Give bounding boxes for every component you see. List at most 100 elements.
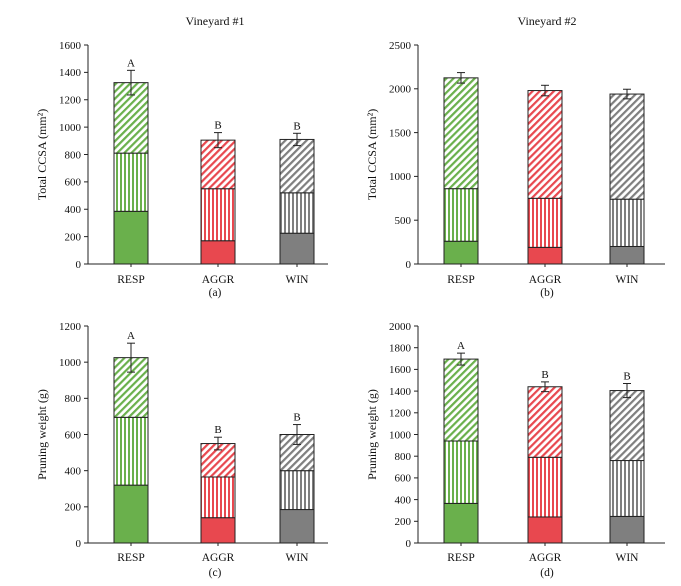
bar-segment-win-2 [609, 460, 645, 517]
bar-segment-aggr-2 [527, 456, 563, 518]
significance-letter: B [293, 412, 300, 424]
bar-segment-win-3 [609, 93, 645, 200]
bar-segment-aggr-2 [200, 188, 236, 242]
bar-segment-aggr-2 [527, 197, 563, 248]
y-tick-label: 1800 [389, 343, 412, 355]
y-tick-label: 2000 [389, 321, 412, 333]
y-tick-label: 200 [65, 231, 82, 243]
error-bar [127, 342, 135, 373]
error-bar [623, 383, 631, 399]
y-tick-label: 200 [395, 516, 412, 528]
y-axis-label: Pruning weight (g) [35, 389, 49, 480]
y-tick-label: 800 [65, 393, 82, 405]
bar-segment-win-1 [609, 245, 645, 265]
y-tick-label: 500 [395, 215, 412, 227]
bar-segment-aggr-3 [527, 386, 563, 458]
y-axis-label: Total CCSA (mm²) [35, 109, 49, 200]
x-tick-label: WIN [286, 274, 310, 286]
chart-panel-3: 0 200 400 600 800 1000 1200 Pruning weight (g) A… [35, 321, 328, 579]
bar-segment-resp-1 [113, 210, 149, 265]
chart-panel-1: Vineyard #1 0 200 400 600 800 1000 1200 1400 1600… [35, 14, 328, 299]
bar-segment-resp-1 [443, 502, 479, 544]
bar-segment-aggr-3 [527, 90, 563, 199]
significance-letter: B [214, 120, 221, 132]
significance-letter: A [457, 340, 465, 352]
bar-segment-win-3 [609, 390, 645, 462]
significance-letter: B [293, 120, 300, 132]
bar-segment-aggr-1 [200, 240, 236, 265]
x-tick-label: AGGR [529, 552, 562, 564]
bar-segment-win-1 [279, 509, 315, 544]
panel-label: (c) [209, 567, 222, 579]
bar-segment-aggr-1 [527, 246, 563, 265]
error-bar [214, 436, 222, 451]
error-bar [541, 84, 549, 97]
y-axis-label: Total CCSA (mm²) [365, 109, 379, 200]
y-tick-label: 1500 [389, 127, 412, 139]
y-tick-label: 0 [76, 538, 82, 550]
y-tick-label: 800 [65, 149, 82, 161]
y-tick-label: 200 [65, 502, 82, 514]
significance-letter: B [214, 424, 221, 436]
y-tick-label: 800 [395, 451, 412, 463]
bar-segment-win-1 [279, 232, 315, 265]
x-tick-label: AGGR [202, 274, 235, 286]
y-tick-label: 1000 [389, 171, 412, 183]
y-tick-label: 2500 [389, 40, 412, 52]
y-tick-label: 1000 [59, 122, 82, 134]
bar-segment-win-1 [609, 515, 645, 544]
y-tick-label: 0 [406, 259, 412, 271]
y-tick-label: 400 [65, 465, 82, 477]
bar-segment-aggr-1 [527, 516, 563, 544]
bar-segment-win-3 [279, 138, 315, 194]
bar-segment-resp-1 [113, 484, 149, 544]
y-tick-label: 400 [395, 494, 412, 506]
x-tick-label: WIN [616, 274, 640, 286]
y-tick-label: 600 [65, 429, 82, 441]
bar-segment-resp-2 [113, 152, 149, 212]
error-bar [214, 132, 222, 149]
x-tick-label: WIN [616, 552, 640, 564]
error-bar [623, 88, 631, 100]
y-tick-label: 1400 [59, 67, 82, 79]
y-tick-label: 0 [76, 259, 82, 271]
x-tick-label: WIN [286, 552, 310, 564]
error-bar [457, 72, 465, 84]
significance-letter: B [623, 371, 630, 383]
error-bar [293, 132, 301, 147]
panel-label: (d) [540, 567, 554, 579]
x-tick-label: RESP [447, 274, 475, 286]
x-tick-label: RESP [447, 552, 475, 564]
significance-letter: B [541, 369, 548, 381]
bar-segment-resp-2 [443, 440, 479, 504]
bar-segment-resp-3 [443, 77, 479, 190]
y-tick-label: 1600 [389, 364, 412, 376]
x-tick-label: AGGR [529, 274, 562, 286]
y-tick-label: 1200 [59, 321, 82, 333]
x-tick-label: RESP [117, 274, 145, 286]
chart-title: Vineyard #2 [518, 14, 577, 28]
panel-label: (a) [209, 287, 222, 299]
y-tick-label: 2000 [389, 84, 412, 96]
y-axis-label: Pruning weight (g) [365, 389, 379, 480]
y-tick-label: 1600 [59, 40, 82, 52]
chart-panel-4: 0 200 400 600 800 1000 1200 1400 1600 1800 2000 Pru… [365, 321, 665, 579]
bar-segment-win-2 [279, 192, 315, 234]
bar-segment-resp-2 [113, 416, 149, 486]
error-bar [457, 352, 465, 366]
y-tick-label: 1000 [389, 429, 412, 441]
chart-panel-2: Vineyard #2 0 500 1000 1500 2000 2500 Total CCS… [365, 14, 665, 299]
panel-label: (b) [540, 287, 554, 299]
error-bar [127, 69, 135, 96]
y-tick-label: 400 [65, 204, 82, 216]
y-tick-label: 1000 [59, 357, 82, 369]
significance-letter: A [127, 57, 135, 69]
bar-segment-aggr-2 [200, 476, 236, 519]
y-tick-label: 600 [65, 177, 82, 189]
bar-segment-resp-3 [443, 358, 479, 442]
bar-segment-aggr-1 [200, 517, 236, 544]
x-tick-label: AGGR [202, 552, 235, 564]
y-tick-label: 1400 [389, 386, 412, 398]
error-bar [541, 381, 549, 393]
